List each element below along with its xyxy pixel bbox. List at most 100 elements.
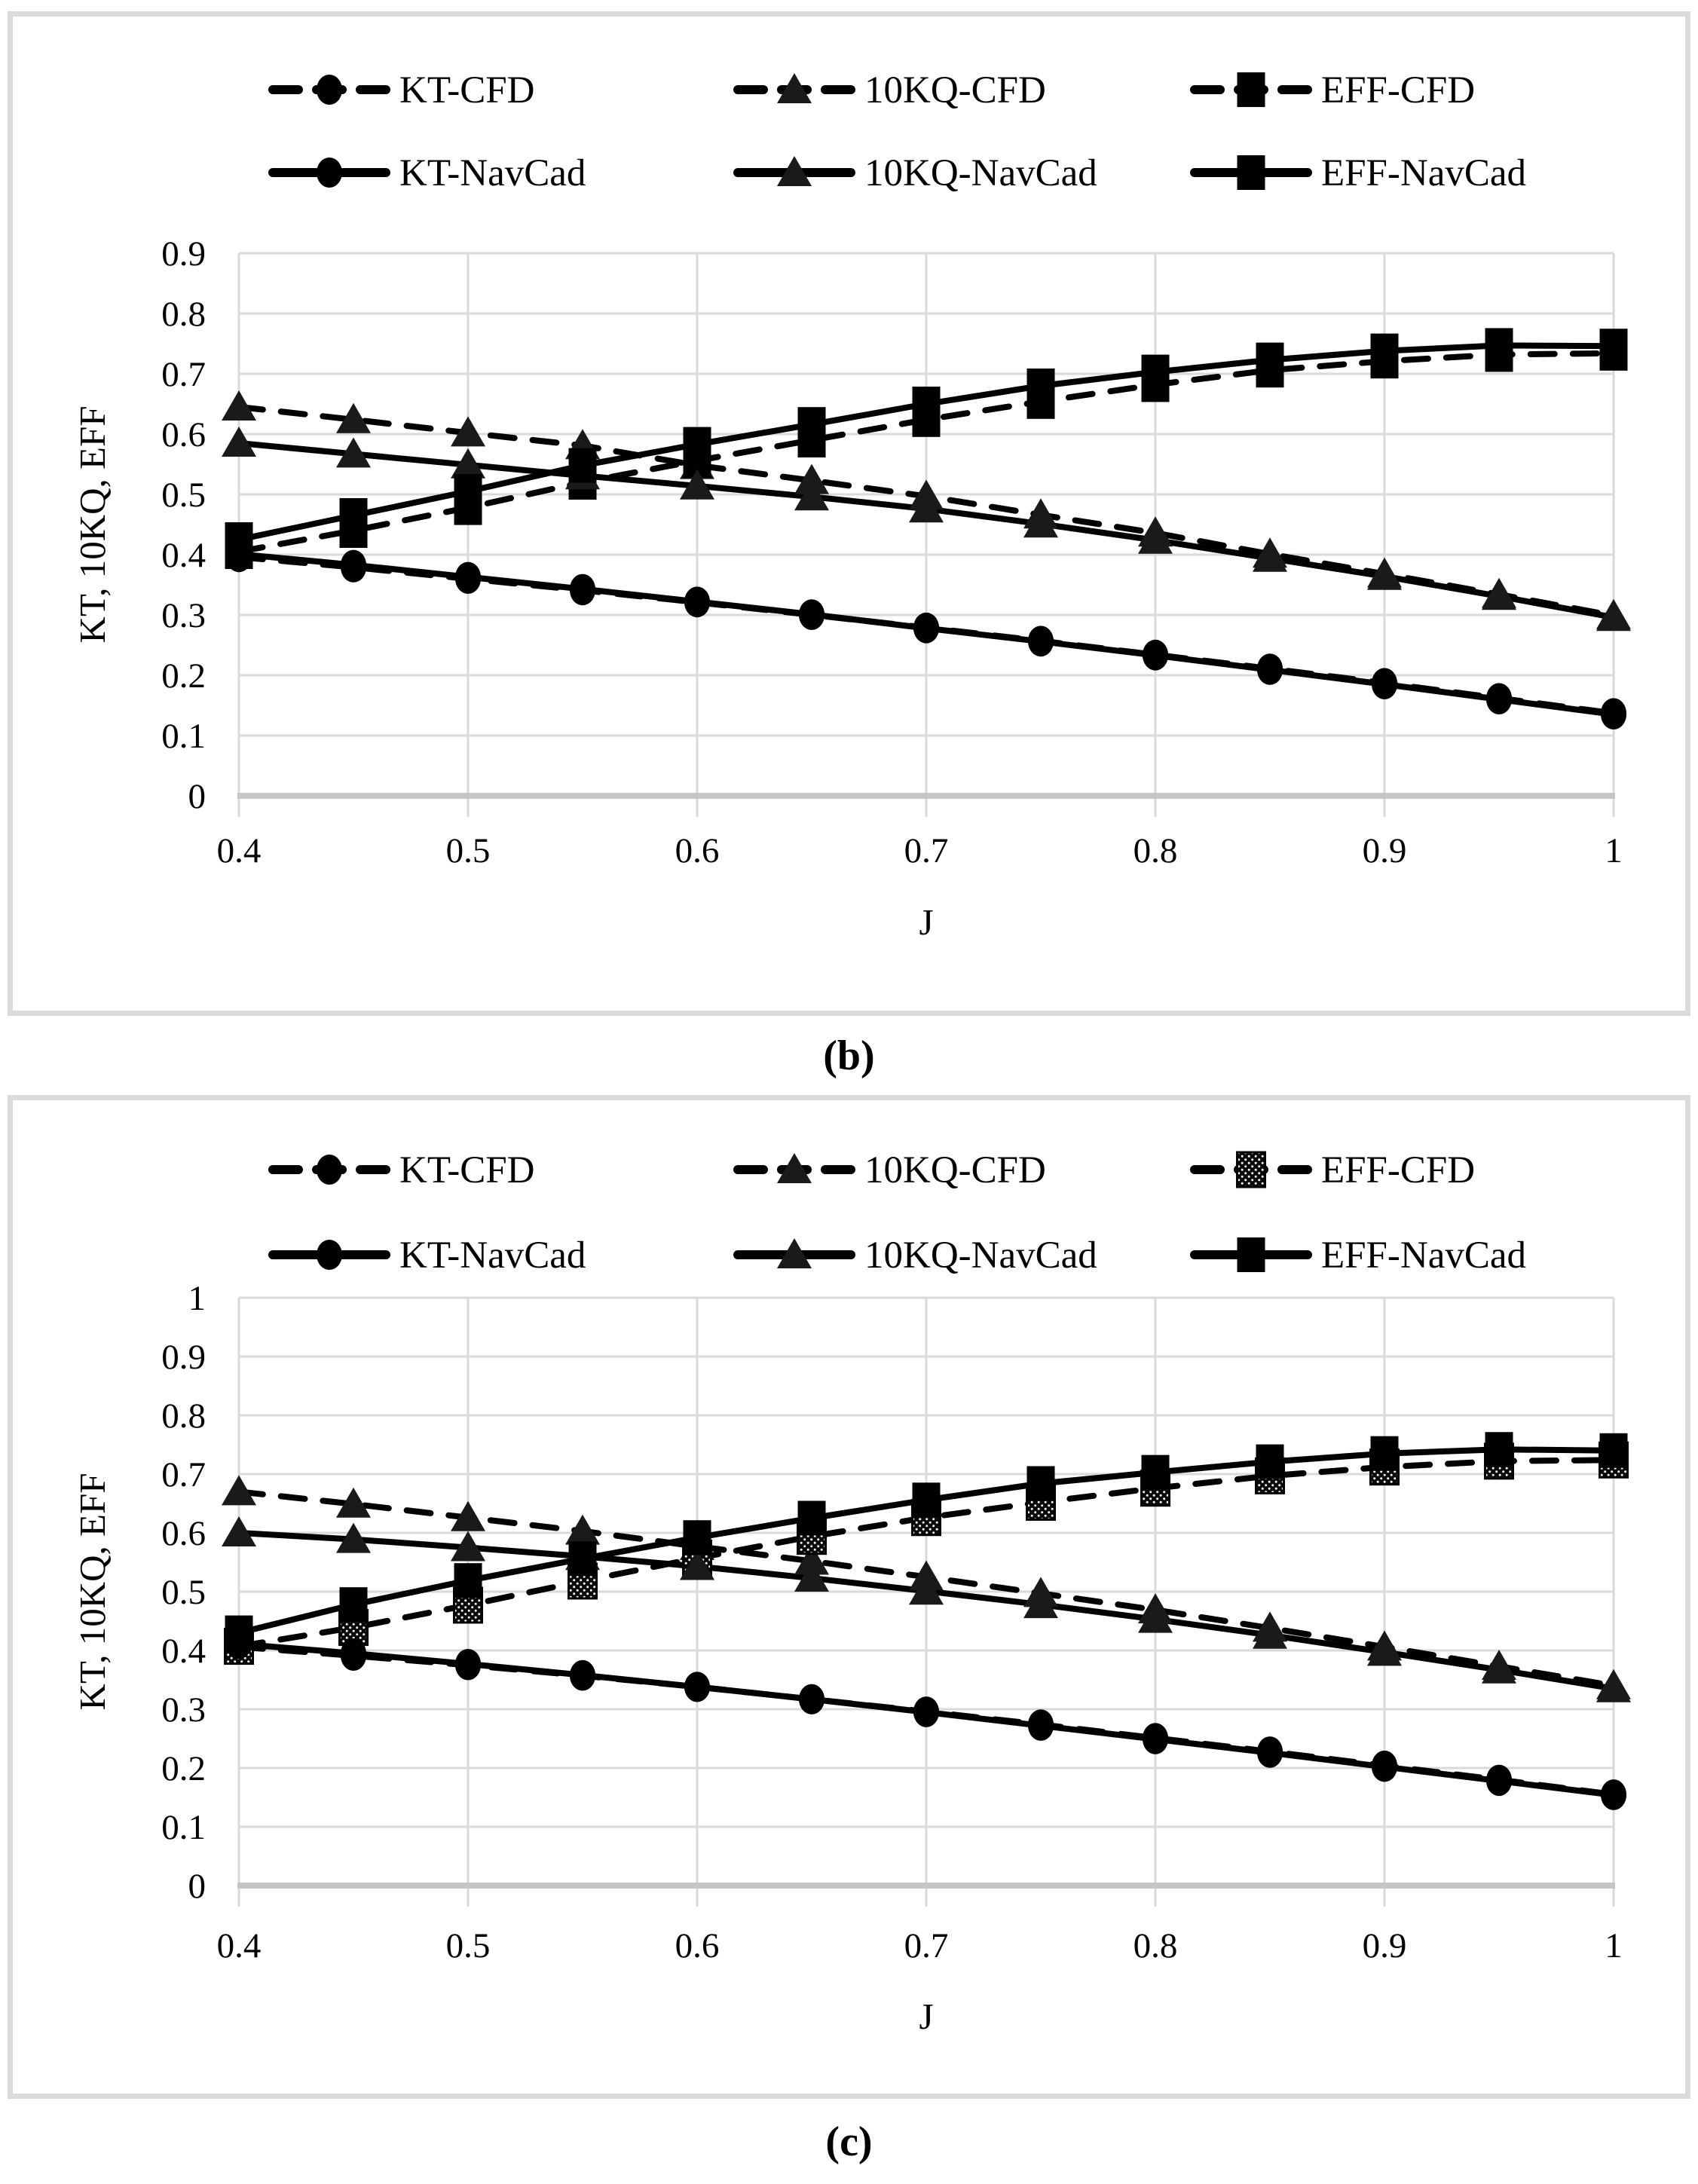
- 10kq-cfd-legend-item: 10KQ-CFD: [733, 69, 1046, 112]
- kt-navcad-legend-marker: [317, 158, 342, 188]
- kt-navcad-point-marker: [1601, 699, 1626, 730]
- 10kq-cfd-point-marker: [336, 1487, 371, 1518]
- kt-navcad-point-marker: [1372, 1751, 1397, 1782]
- kt-navcad-point-marker: [1486, 684, 1512, 714]
- 10kq-cfd-point-marker: [794, 1544, 829, 1575]
- eff-cfd-legend-item: EFF-CFD: [1190, 1149, 1475, 1191]
- figure-page: { "page": { "background": "#ffffff" }, "…: [0, 11, 1698, 2184]
- y-tick-label: 0.5: [161, 476, 206, 515]
- chart-caption-c: (c): [825, 2118, 873, 2165]
- 10kq-cfd-point-marker: [336, 402, 371, 433]
- eff-cfd-legend-marker: [1237, 72, 1265, 107]
- chart-panel-c: 0 0.1 0.2 0.3 0.4 0.5 0.6 0.7 0.8 0.9 1 0.4 0.5 0.6 0.…: [8, 1095, 1690, 2099]
- y-tick-label: 0: [188, 1867, 207, 1906]
- 10kq-navcad-point-marker: [909, 492, 944, 523]
- x-tick-label: 0.9: [1363, 1926, 1407, 1965]
- y-axis-title: KT, 10KQ, EFF: [72, 1473, 113, 1711]
- eff-navcad-point-marker: [568, 448, 597, 483]
- 10kq-navcad-point-marker: [1138, 1602, 1173, 1633]
- chart-c: 0 0.1 0.2 0.3 0.4 0.5 0.6 0.7 0.8 0.9 1 0.4 0.5 0.6 0.…: [72, 1149, 1631, 2037]
- 10kq-navcad-point-marker: [1023, 1588, 1058, 1619]
- eff-navcad-point-marker: [225, 1615, 253, 1650]
- kt-cfd-legend-label: KT-CFD: [399, 1149, 535, 1191]
- 10kq-navcad-point-marker: [1253, 541, 1287, 572]
- 10kq-navcad-point-marker: [222, 427, 256, 457]
- eff-navcad-point-marker: [454, 474, 482, 509]
- kt-cfd-legend-marker: [317, 75, 342, 105]
- 10kq-navcad-point-marker: [794, 1562, 829, 1592]
- 10kq-navcad-markers: [222, 1516, 1631, 1702]
- eff-navcad-point-marker: [1485, 1432, 1513, 1467]
- x-tick-label: 0.8: [1134, 831, 1178, 870]
- y-tick-label: 0.3: [161, 596, 206, 635]
- eff-navcad-point-marker: [797, 1500, 826, 1536]
- y-tick-label: 0.7: [161, 1455, 206, 1494]
- 10kq-navcad-legend-label: 10KQ-NavCad: [864, 1234, 1097, 1277]
- kt-navcad-legend-item: KT-NavCad: [268, 1234, 586, 1277]
- kt-navcad-point-marker: [1028, 626, 1054, 657]
- x-tick-label: 0.5: [446, 831, 491, 870]
- 10kq-navcad-point-marker: [222, 1516, 256, 1546]
- kt-cfd-legend-label: KT-CFD: [399, 69, 535, 112]
- x-tick-label: 0.6: [675, 1926, 720, 1965]
- eff-navcad-point-marker: [1599, 329, 1628, 364]
- eff-navcad-legend-marker: [1237, 155, 1265, 190]
- 10kq-navcad-legend-item: 10KQ-NavCad: [733, 1234, 1097, 1277]
- kt-navcad-point-marker: [1143, 1724, 1168, 1754]
- series-markers-layer: [222, 1432, 1631, 1810]
- kt-navcad-point-marker: [1143, 640, 1168, 671]
- kt-navcad-point-marker: [341, 1638, 366, 1669]
- y-tick-label: 0.7: [161, 355, 206, 394]
- 10kq-cfd-point-marker: [222, 1475, 256, 1506]
- y-tick-label: 0.2: [161, 1749, 206, 1788]
- 10kq-navcad-point-marker: [1596, 1672, 1631, 1702]
- kt-navcad-point-marker: [1486, 1766, 1512, 1797]
- 10kq-navcad-point-marker: [1023, 507, 1058, 538]
- eff-navcad-point-marker: [912, 1482, 941, 1518]
- y-tick-label: 0.2: [161, 656, 206, 696]
- kt-navcad-point-marker: [1601, 1779, 1626, 1810]
- 10kq-navcad-legend-label: 10KQ-NavCad: [864, 152, 1097, 194]
- kt-navcad-legend-label: KT-NavCad: [399, 152, 586, 194]
- eff-cfd-legend-marker-outline: [1236, 1151, 1266, 1188]
- 10kq-navcad-point-marker: [680, 1549, 714, 1580]
- y-tick-label: 1: [188, 1279, 207, 1318]
- eff-navcad-point-marker: [1599, 1433, 1628, 1468]
- kt-navcad-point-marker: [799, 1684, 825, 1714]
- eff-navcad-point-marker: [568, 1541, 597, 1577]
- 10kq-navcad-point-marker: [909, 1574, 944, 1605]
- 10kq-navcad-point-marker: [1482, 1653, 1516, 1684]
- caption-row-b: (b): [0, 1016, 1698, 1095]
- kt-navcad-markers: [226, 1629, 1626, 1810]
- eff-navcad-legend-marker: [1237, 1237, 1265, 1272]
- y-tick-label: 0.6: [161, 415, 206, 454]
- eff-navcad-point-marker: [1141, 1454, 1170, 1490]
- eff-navcad-point-marker: [1370, 333, 1399, 369]
- 10kq-navcad-point-marker: [680, 469, 714, 500]
- 10kq-cfd-point-marker: [794, 463, 829, 494]
- kt-navcad-markers: [226, 539, 1626, 730]
- x-tick-label: 0.4: [217, 1926, 262, 1965]
- 10kq-cfd-legend-label: 10KQ-CFD: [864, 69, 1046, 112]
- figure-stack: 0 0.1 0.2 0.3 0.4 0.5 0.6 0.7 0.8 0.9 0.4 0.5 0.6 0.7…: [0, 11, 1698, 2184]
- eff-navcad-markers: [225, 1432, 1628, 1650]
- 10kq-navcad-point-marker: [451, 448, 485, 479]
- x-tick-label: 1: [1605, 831, 1623, 870]
- eff-cfd-legend-item: EFF-CFD: [1190, 69, 1475, 112]
- 10kq-navcad-point-marker: [1367, 1635, 1402, 1666]
- eff-navcad-point-marker: [1256, 1444, 1284, 1479]
- x-tick-label: 0.5: [446, 1926, 491, 1965]
- eff-cfd-legend-label: EFF-CFD: [1321, 1149, 1475, 1191]
- kt-navcad-legend-label: KT-NavCad: [399, 1234, 586, 1277]
- 10kq-navcad-legend-marker: [777, 156, 812, 186]
- kt-navcad-point-marker: [684, 1672, 710, 1702]
- y-axis-title: KT, 10KQ, EFF: [72, 406, 113, 644]
- kt-navcad-point-marker: [455, 1648, 481, 1679]
- 10kq-cfd-point-marker: [565, 1514, 600, 1545]
- caption-row-c: (c): [0, 2099, 1698, 2184]
- eff-navcad-point-marker: [339, 498, 368, 533]
- y-tick-label: 0.8: [161, 295, 206, 334]
- kt-navcad-point-marker: [1028, 1710, 1054, 1741]
- 10kq-navcad-legend-item: 10KQ-NavCad: [733, 152, 1097, 194]
- kt-cfd-legend-item: KT-CFD: [268, 69, 535, 112]
